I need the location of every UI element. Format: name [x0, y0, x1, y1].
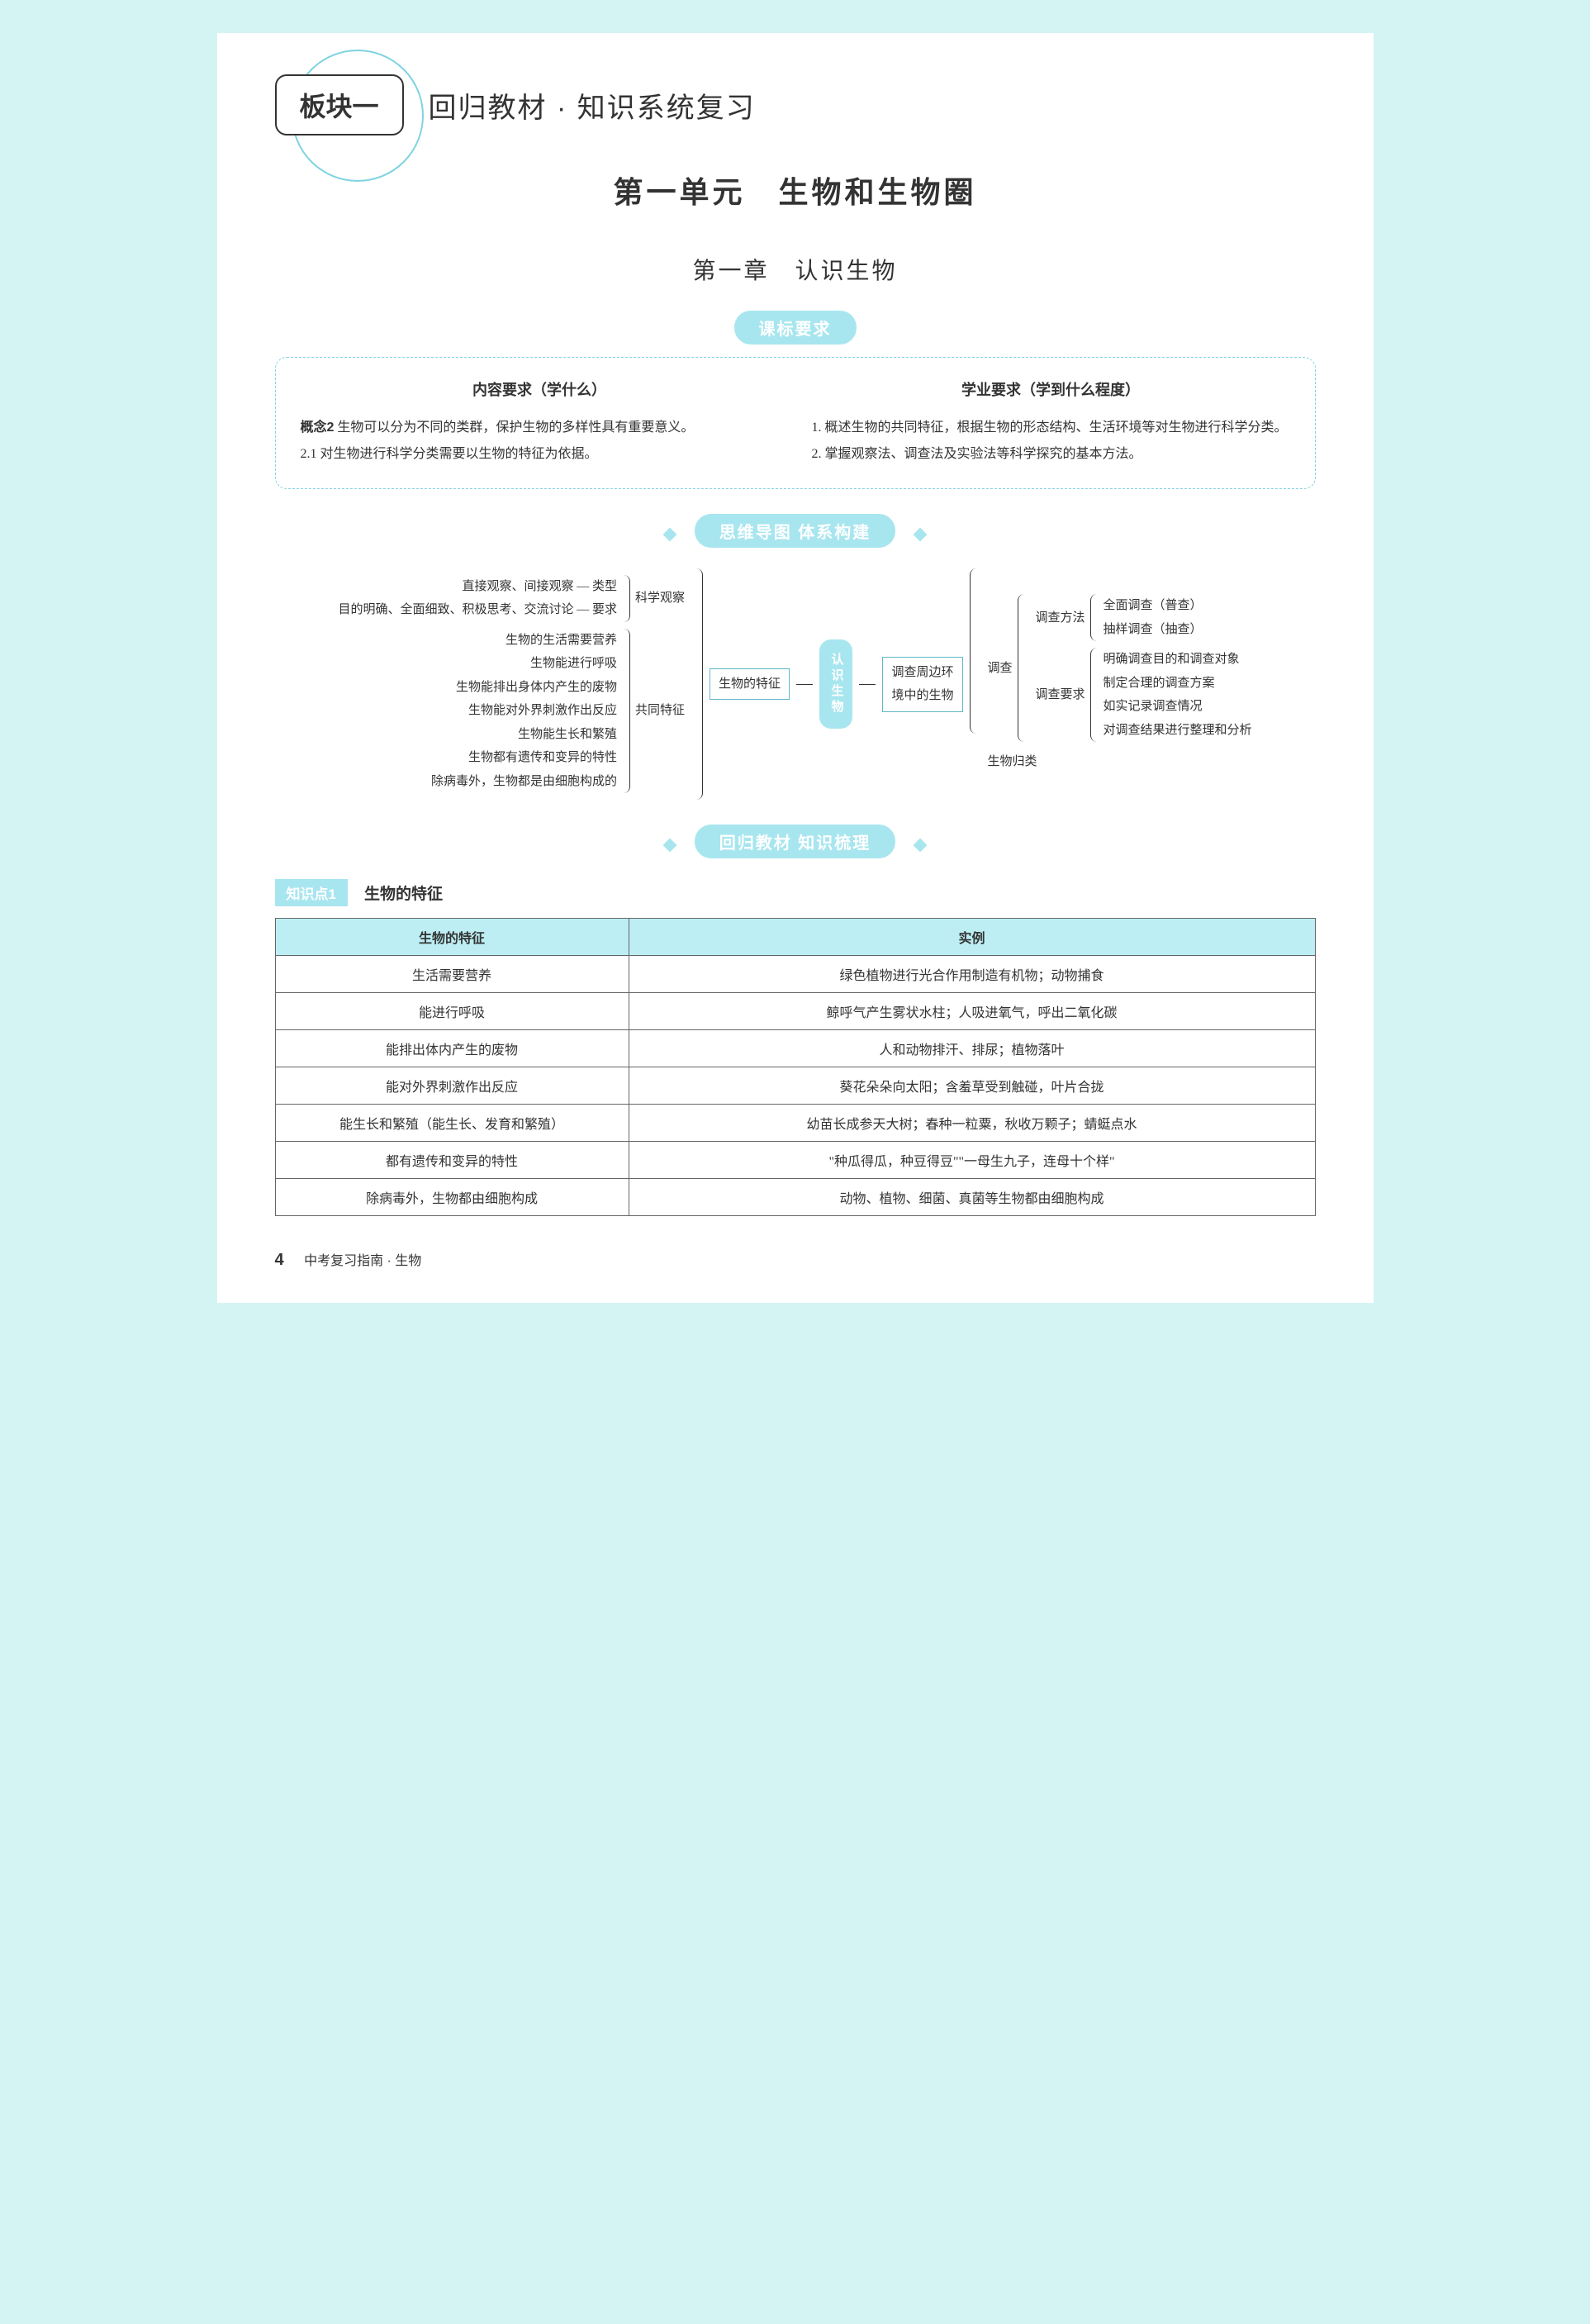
table-cell: 能生长和繁殖（能生长、发育和繁殖）: [275, 1105, 629, 1142]
ribbon-mindmap: 思维导图 体系构建: [275, 514, 1316, 548]
mm-item: 除病毒外，生物都是由细胞构成的: [431, 770, 617, 794]
requirements-left-col: 内容要求（学什么） 概念2 生物可以分为不同的类群，保护生物的多样性具有重要意义…: [301, 378, 779, 468]
mm-center-pill: 认识生物: [819, 639, 853, 729]
mm-right-group-survey: 调查 调查方法 全面调查（普查） 抽样调查（抽查） 调查要求: [983, 594, 1252, 742]
table-cell: 幼苗长成参天大树；春种一粒粟，秋收万颗子；蜻蜓点水: [629, 1105, 1315, 1142]
mm-node-left: 生物的特征: [710, 668, 790, 701]
req-right-body: 1. 概述生物的共同特征，根据生物的形态结构、生活环境等对生物进行科学分类。 2…: [812, 415, 1290, 468]
table-col-header: 生物的特征: [275, 919, 629, 956]
mindmap-right: 调查 调查方法 全面调查（普查） 抽样调查（抽查） 调查要求: [983, 594, 1252, 774]
mindmap-left: 直接观察、间接观察 — 类型 目的明确、全面细致、积极思考、交流讨论 — 要求 …: [338, 575, 690, 794]
mm-subgroup-label: 调查要求: [1031, 683, 1090, 707]
table-cell: 都有遗传和变异的特性: [275, 1142, 629, 1179]
mm-item: 生物能对外界刺激作出反应: [431, 699, 617, 723]
table-row: 能排出体内产生的废物人和动物排汗、排尿；植物落叶: [275, 1030, 1315, 1067]
table-cell: 人和动物排汗、排尿；植物落叶: [629, 1030, 1315, 1067]
ribbon-label: 思维导图 体系构建: [695, 514, 896, 548]
mm-item: 生物的生活需要营养: [431, 629, 617, 653]
mm-group-label: 调查: [983, 657, 1018, 681]
concept-label: 概念2: [301, 421, 335, 435]
diamond-icon: [914, 839, 928, 853]
mindmap: 直接观察、间接观察 — 类型 目的明确、全面细致、积极思考、交流讨论 — 要求 …: [275, 568, 1316, 800]
table-cell: 动物、植物、细菌、真菌等生物都由细胞构成: [629, 1179, 1315, 1216]
page: 板块一 回归教材 · 知识系统复习 第一单元 生物和生物圈 第一章 认识生物 课…: [217, 33, 1374, 1303]
diamond-icon: [914, 528, 928, 542]
knowledge-point-header: 知识点1 生物的特征: [275, 879, 1316, 906]
chapter-title: 第一章 认识生物: [275, 253, 1316, 286]
table-cell: 能排出体内产生的废物: [275, 1030, 629, 1067]
table-row: 能生长和繁殖（能生长、发育和繁殖）幼苗长成参天大树；春种一粒粟，秋收万颗子；蜻蜓…: [275, 1105, 1315, 1142]
mm-item: 生物都有遗传和变异的特性: [431, 746, 617, 770]
page-number: 4: [275, 1251, 284, 1269]
req-left-item2: 2.1 对生物进行科学分类需要以生物的特征为依据。: [301, 447, 598, 461]
table-row: 生活需要营养绿色植物进行光合作用制造有机物；动物捕食: [275, 956, 1315, 993]
table-body: 生活需要营养绿色植物进行光合作用制造有机物；动物捕食 能进行呼吸鲸呼气产生雾状水…: [275, 956, 1315, 1216]
section-badge: 板块一: [275, 74, 404, 135]
mm-group-label: 生物归类: [983, 750, 1042, 774]
requirements-box: 内容要求（学什么） 概念2 生物可以分为不同的类群，保护生物的多样性具有重要意义…: [275, 357, 1316, 489]
mm-item: 对调查结果进行整理和分析: [1104, 719, 1252, 743]
diamond-icon: [662, 528, 676, 542]
features-table: 生物的特征 实例 生活需要营养绿色植物进行光合作用制造有机物；动物捕食 能进行呼…: [275, 918, 1316, 1216]
kp-title: 生物的特征: [364, 886, 443, 903]
table-cell: 鲸呼气产生雾状水柱；人吸进氧气，呼出二氧化碳: [629, 993, 1315, 1030]
table-col-header: 实例: [629, 919, 1315, 956]
mm-subgroup-label: 调查方法: [1031, 606, 1090, 630]
table-header-row: 生物的特征 实例: [275, 919, 1315, 956]
table-cell: 能进行呼吸: [275, 993, 629, 1030]
mm-item: 制定合理的调查方案: [1104, 672, 1252, 696]
diamond-icon: [662, 839, 676, 853]
concept-text: 生物可以分为不同的类群，保护生物的多样性具有重要意义。: [334, 421, 694, 435]
mm-item: 明确调查目的和调查对象: [1104, 648, 1252, 672]
table-cell: 绿色植物进行光合作用制造有机物；动物捕食: [629, 956, 1315, 993]
main-title: 回归教材 · 知识系统复习: [429, 85, 756, 126]
ribbon-label: 回归教材 知识梳理: [695, 825, 896, 858]
mm-node-right: 调查周边环境中的生物: [882, 657, 962, 712]
mm-group-label: 科学观察: [630, 587, 690, 611]
table-cell: "种瓜得瓜，种豆得豆""一母生九子，连母十个样": [629, 1142, 1315, 1179]
book-title: 中考复习指南 · 生物: [304, 1254, 421, 1268]
unit-title: 第一单元 生物和生物圈: [275, 169, 1316, 211]
table-cell: 葵花朵朵向太阳；含羞草受到触碰，叶片合拢: [629, 1067, 1315, 1105]
ribbon-label: 课标要求: [734, 311, 857, 345]
mm-item: 生物能排出身体内产生的废物: [431, 676, 617, 700]
req-right-head: 学业要求（学到什么程度）: [812, 378, 1290, 400]
mm-subgroup-method: 调查方法 全面调查（普查） 抽样调查（抽查）: [1031, 594, 1252, 641]
table-row: 能进行呼吸鲸呼气产生雾状水柱；人吸进氧气，呼出二氧化碳: [275, 993, 1315, 1030]
kp-tag: 知识点1: [275, 879, 348, 906]
req-left-body: 概念2 生物可以分为不同的类群，保护生物的多样性具有重要意义。 2.1 对生物进…: [301, 415, 779, 468]
table-row: 除病毒外，生物都由细胞构成动物、植物、细菌、真菌等生物都由细胞构成: [275, 1179, 1315, 1216]
ribbon-standards: 课标要求: [275, 311, 1316, 345]
mindmap-center: 生物的特征 认识生物 调查周边环境中的生物: [710, 639, 963, 729]
mm-left-group-features: 生物的生活需要营养 生物能进行呼吸 生物能排出身体内产生的废物 生物能对外界刺激…: [338, 629, 690, 794]
mm-item: 生物能进行呼吸: [431, 652, 617, 676]
table-row: 能对外界刺激作出反应葵花朵朵向太阳；含羞草受到触碰，叶片合拢: [275, 1067, 1315, 1105]
table-cell: 能对外界刺激作出反应: [275, 1067, 629, 1105]
ribbon-review: 回归教材 知识梳理: [275, 825, 1316, 858]
page-header: 板块一 回归教材 · 知识系统复习: [275, 74, 1316, 135]
mm-group-label: 共同特征: [630, 699, 690, 723]
table-row: 都有遗传和变异的特性"种瓜得瓜，种豆得豆""一母生九子，连母十个样": [275, 1142, 1315, 1179]
table-cell: 生活需要营养: [275, 956, 629, 993]
req-right-item2: 2. 掌握观察法、调查法及实验法等科学探究的基本方法。: [812, 447, 1142, 461]
mm-item: 如实记录调查情况: [1104, 695, 1252, 719]
mm-right-group-classify: 生物归类: [983, 750, 1252, 774]
mm-item: 目的明确、全面细致、积极思考、交流讨论 — 要求: [338, 598, 617, 622]
mm-item: 抽样调查（抽查）: [1104, 618, 1203, 642]
mm-item: 生物能生长和繁殖: [431, 723, 617, 747]
mm-item: 全面调查（普查）: [1104, 594, 1203, 618]
req-left-head: 内容要求（学什么）: [301, 378, 779, 400]
mm-left-group-observe: 直接观察、间接观察 — 类型 目的明确、全面细致、积极思考、交流讨论 — 要求 …: [338, 575, 690, 622]
req-right-item1: 1. 概述生物的共同特征，根据生物的形态结构、生活环境等对生物进行科学分类。: [812, 421, 1288, 435]
mm-subgroup-requirement: 调查要求 明确调查目的和调查对象 制定合理的调查方案 如实记录调查情况 对调查结…: [1031, 648, 1252, 742]
requirements-right-col: 学业要求（学到什么程度） 1. 概述生物的共同特征，根据生物的形态结构、生活环境…: [812, 378, 1290, 468]
mm-item: 直接观察、间接观察 — 类型: [338, 575, 617, 599]
table-cell: 除病毒外，生物都由细胞构成: [275, 1179, 629, 1216]
page-footer: 4 中考复习指南 · 生物: [275, 1249, 1316, 1270]
